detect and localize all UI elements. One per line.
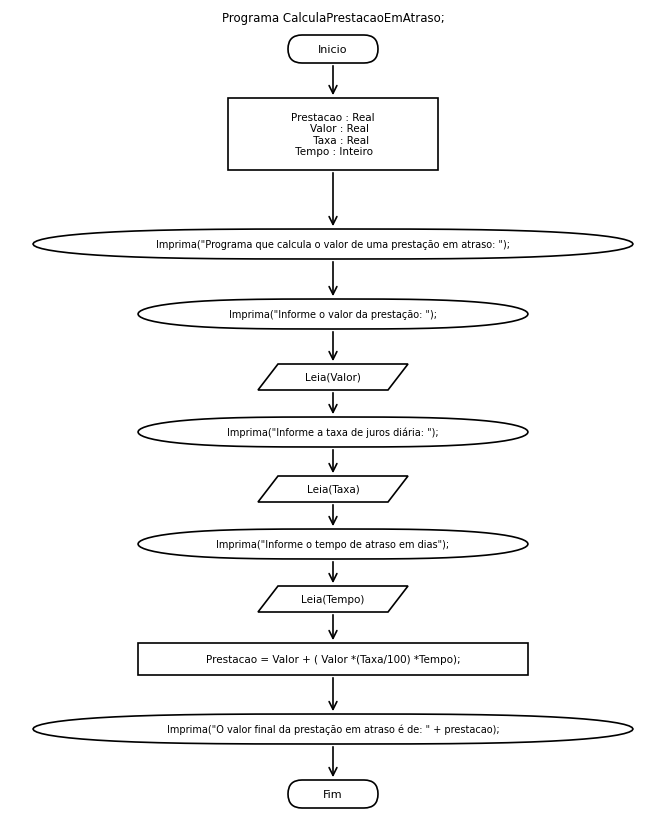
FancyBboxPatch shape [288, 36, 378, 64]
Text: Fim: Fim [323, 789, 343, 799]
Text: Prestacao = Valor + ( Valor *(Taxa/100) *Tempo);: Prestacao = Valor + ( Valor *(Taxa/100) … [206, 654, 460, 664]
Polygon shape [258, 476, 408, 503]
Bar [228, 99, 438, 171]
Polygon shape [33, 229, 633, 260]
Text: Imprima("Informe a taxa de juros diária: ");: Imprima("Informe a taxa de juros diária:… [227, 427, 439, 438]
Text: Imprima("Programa que calcula o valor de uma prestação em atraso: ");: Imprima("Programa que calcula o valor de… [156, 240, 510, 250]
Text: Imprima("O valor final da prestação em atraso é de: " + prestacao);: Imprima("O valor final da prestação em a… [166, 724, 500, 734]
Text: Inicio: Inicio [318, 45, 348, 55]
Polygon shape [138, 417, 528, 447]
Text: Imprima("Informe o valor da prestação: ");: Imprima("Informe o valor da prestação: "… [229, 310, 437, 320]
Polygon shape [258, 586, 408, 612]
Polygon shape [138, 300, 528, 330]
Text: Leia(Tempo): Leia(Tempo) [301, 595, 365, 604]
Bar [138, 643, 528, 675]
Text: Leia(Valor): Leia(Valor) [305, 373, 361, 383]
Polygon shape [138, 529, 528, 560]
Polygon shape [258, 364, 408, 391]
Polygon shape [33, 714, 633, 744]
Text: Imprima("Informe o tempo de atraso em dias");: Imprima("Informe o tempo de atraso em di… [216, 539, 450, 549]
Text: Leia(Taxa): Leia(Taxa) [306, 484, 360, 494]
FancyBboxPatch shape [288, 780, 378, 808]
Text: Programa CalculaPrestacaoEmAtraso;: Programa CalculaPrestacaoEmAtraso; [222, 12, 444, 25]
Text: Prestacao : Real
    Valor : Real
     Taxa : Real
 Tempo : Inteiro: Prestacao : Real Valor : Real Taxa : Rea… [291, 113, 375, 157]
